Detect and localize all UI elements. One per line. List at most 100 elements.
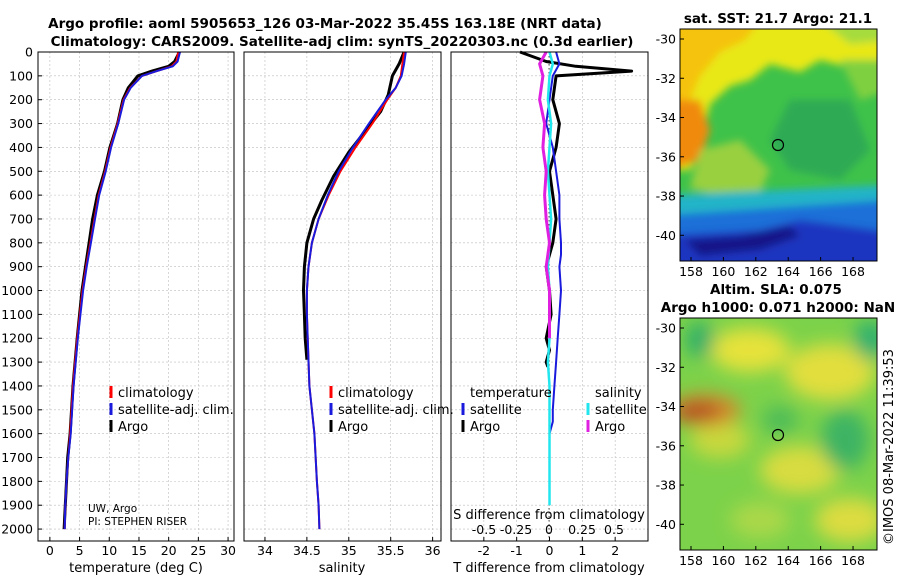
y-tick-label: 1300 [1, 355, 33, 370]
x-tick-label: 15 [131, 543, 147, 558]
x-top-tick-label: -0.25 [500, 522, 532, 537]
x-tick-label: -1 [510, 543, 522, 558]
series-line-satellite-adj-clim- [63, 51, 181, 530]
map-y-tick-label: -34 [656, 110, 676, 125]
sla-x-ticks: 158 160 162 164 166 168 [679, 546, 865, 568]
y-tick-label: 1500 [1, 402, 33, 417]
map-y-tick-label: -30 [656, 32, 676, 47]
y-tick-label: 1600 [1, 426, 33, 441]
x-top-tick-label: 0.5 [604, 522, 624, 537]
legend-climatology-label: climatology [118, 386, 194, 401]
legend-t-argo-label: Argo [470, 420, 500, 435]
map-x-tick-label: 166 [809, 264, 833, 279]
temperature-x-label: temperature (deg C) [69, 561, 203, 576]
x-tick-label: 25 [190, 543, 206, 558]
salinity-frame [243, 51, 442, 542]
map-y-tick-label: -32 [656, 71, 676, 86]
sla-field [680, 318, 877, 550]
legend-argo-label: Argo [338, 420, 368, 435]
map-x-tick-label: 158 [679, 553, 703, 568]
series-line-t-argo [519, 50, 634, 368]
map-y-tick-label: -38 [656, 478, 676, 493]
map-x-tick-label: 162 [744, 553, 768, 568]
x-tick-label: 34 [257, 543, 273, 558]
difference-top-ticks: -0.5 -0.25 0 0.25 0.5 [472, 522, 624, 537]
x-tick-label: 2 [611, 543, 619, 558]
series-line-climatology [63, 51, 180, 530]
legend-s-argo-label: Argo [595, 420, 625, 435]
sla-frame [679, 317, 878, 551]
map-y-tick-label: -36 [656, 149, 676, 164]
legend-argo-label: Argo [118, 420, 148, 435]
legend-salinity-header: salinity [595, 386, 642, 401]
x-tick-label: 30 [220, 543, 236, 558]
y-tick-label: 1100 [1, 307, 33, 322]
map-x-tick-label: 168 [841, 553, 865, 568]
y-tick-label: 300 [9, 116, 33, 131]
sst-map-title: sat. SST: 21.7 Argo: 21.1 [684, 11, 872, 27]
map-x-tick-label: 160 [711, 264, 735, 279]
difference-lines [519, 50, 634, 506]
difference-legend: temperature salinity satellite Argo sate… [461, 386, 647, 435]
sst-argo-location-marker [771, 138, 785, 152]
figure-title-line2: Climatology: CARS2009. Satellite-adj cli… [51, 34, 634, 50]
temperature-panel: 0 5 10 15 20 25 30 0 100 200 300 400 500 600 700 800 90… [1, 45, 236, 577]
legend-satellite-label: satellite-adj. clim. [118, 403, 234, 418]
y-tick-label: 600 [9, 188, 33, 203]
series-line-satellite-adj-clim- [305, 51, 407, 530]
legend-satellite-label: satellite-adj. clim. [338, 403, 454, 418]
sst-x-ticks: 158 160 162 164 166 168 [679, 257, 865, 279]
y-tick-label: 1800 [1, 474, 33, 489]
y-tick-label: 100 [9, 68, 33, 83]
x-tick-label: 34.5 [293, 543, 321, 558]
y-tick-label: 1200 [1, 331, 33, 346]
sla-argo-location-marker [771, 428, 785, 442]
imos-watermark: ©IMOS 08-Mar-2022 11:39:53 [882, 349, 897, 545]
x-tick-label: 0 [546, 543, 554, 558]
sla-map-title-line1: Altim. SLA: 0.075 [710, 282, 842, 298]
x-tick-label: 10 [101, 543, 117, 558]
legend-temperature-header: temperature [470, 386, 552, 401]
x-tick-label: 5 [76, 543, 84, 558]
y-tick-label: 1400 [1, 378, 33, 393]
map-x-tick-label: 166 [809, 553, 833, 568]
temperature-x-ticks: 0 5 10 15 20 25 30 [46, 537, 236, 558]
sst-frame [679, 28, 878, 262]
x-tick-label: 0 [46, 543, 54, 558]
y-tick-label: 800 [9, 235, 33, 250]
map-y-tick-label: -40 [656, 517, 676, 532]
legend-s-satellite-label: satellite [595, 403, 647, 418]
map-y-tick-label: -36 [656, 438, 676, 453]
figure-title-line1: Argo profile: aoml 5905653_126 03-Mar-20… [48, 16, 602, 32]
difference-x-ticks: -2 -1 0 1 2 [478, 537, 619, 558]
map-x-tick-label: 158 [679, 264, 703, 279]
y-tick-label: 0 [25, 45, 33, 60]
salinity-x-label: salinity [319, 561, 366, 576]
series-line-s-argo [538, 51, 551, 339]
sla-map: Altim. SLA: 0.075 Argo h1000: 0.071 h200… [656, 282, 896, 568]
x-tick-label: 20 [161, 543, 177, 558]
difference-x-label: T difference from climatology [452, 561, 645, 576]
temperature-lines [62, 51, 181, 530]
sst-y-ticks: -30 -32 -34 -36 -38 -40 [656, 32, 684, 243]
map-x-tick-label: 168 [841, 264, 865, 279]
y-tick-label: 700 [9, 211, 33, 226]
y-tick-label: 2000 [1, 522, 33, 537]
legend-t-satellite-label: satellite [470, 403, 522, 418]
x-top-tick-label: -0.5 [472, 522, 496, 537]
x-tick-label: 35 [341, 543, 357, 558]
sst-map: sat. SST: 21.7 Argo: 21.1 158 160 162 164 16… [656, 11, 878, 279]
map-y-tick-label: -40 [656, 228, 676, 243]
y-tick-label: 1900 [1, 498, 33, 513]
series-line-argo [302, 51, 406, 360]
map-y-tick-label: -34 [656, 399, 676, 414]
sla-map-title-line2: Argo h1000: 0.071 h2000: NaN [661, 300, 895, 316]
salinity-legend: climatology satellite-adj. clim. Argo [329, 386, 454, 435]
salinity-grid [244, 51, 441, 541]
x-tick-label: 35.5 [377, 543, 405, 558]
map-x-tick-label: 162 [744, 264, 768, 279]
map-x-tick-label: 160 [711, 553, 735, 568]
map-x-tick-label: 164 [776, 264, 800, 279]
y-tick-label: 1000 [1, 283, 33, 298]
depth-y-ticks: 0 100 200 300 400 500 600 700 800 900 1000 1100 1200… [1, 45, 42, 537]
